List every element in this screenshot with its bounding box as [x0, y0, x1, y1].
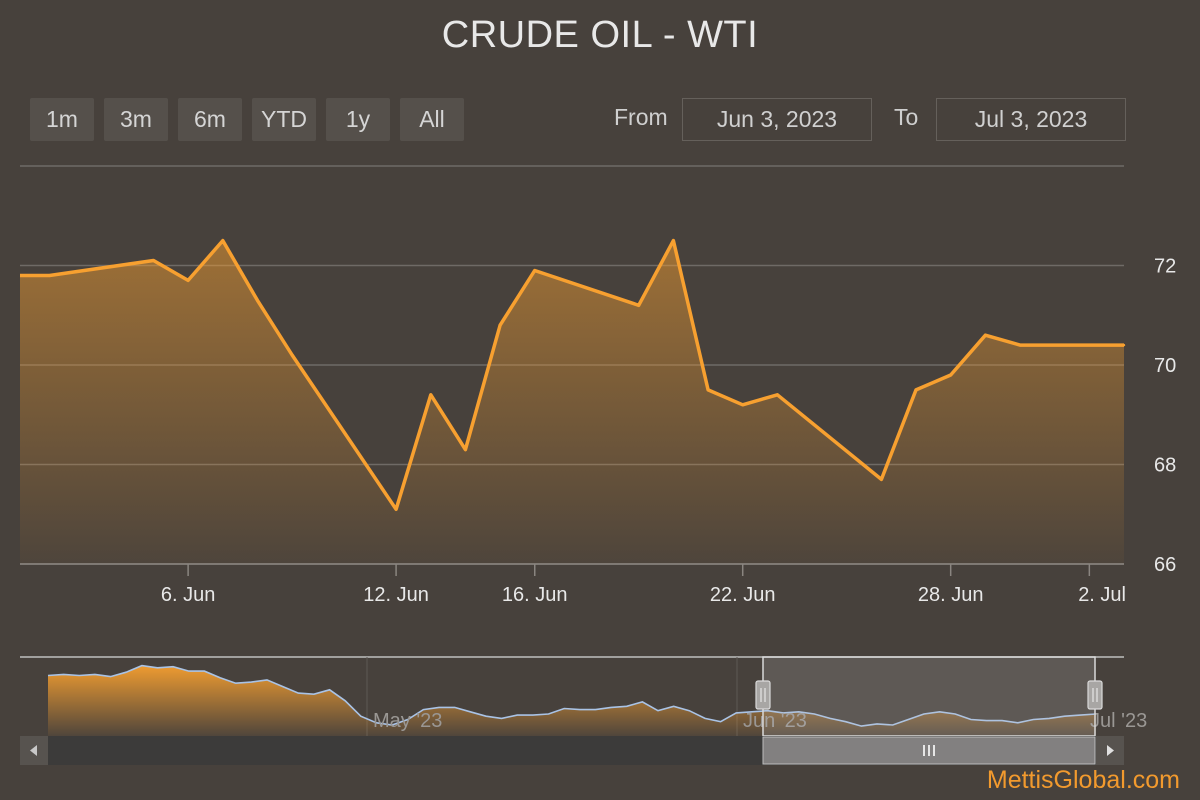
data-point[interactable]: [1122, 343, 1126, 347]
data-point[interactable]: [256, 299, 259, 302]
credits-link[interactable]: MettisGlobal.com: [986, 766, 1180, 794]
arrow-left-icon: [30, 745, 37, 756]
range-button-all[interactable]: All: [400, 98, 464, 141]
x-tick-label: 12. Jun: [363, 584, 429, 606]
range-button-3m[interactable]: 3m: [104, 98, 168, 141]
navigator-tick-label: May '23: [373, 710, 442, 732]
x-tick-label: 22. Jun: [710, 584, 776, 606]
y-tick-label: 70: [1154, 355, 1176, 377]
arrow-right-icon: [1107, 745, 1114, 756]
data-point[interactable]: [776, 393, 779, 396]
data-point[interactable]: [1018, 343, 1022, 347]
series-area: [20, 240, 1124, 564]
range-button-1y[interactable]: 1y: [326, 98, 390, 141]
x-tick-label: 2. Jul: [1078, 584, 1126, 606]
data-point[interactable]: [48, 274, 51, 277]
data-point[interactable]: [498, 324, 502, 327]
data-point[interactable]: [880, 478, 883, 481]
from-label: From: [614, 104, 668, 130]
navigator-area: [48, 665, 1096, 736]
data-point[interactable]: [290, 353, 294, 357]
y-tick-label: 68: [1154, 455, 1176, 477]
data-point[interactable]: [221, 239, 224, 242]
to-label: To: [894, 104, 919, 130]
range-button-ytd[interactable]: YTD: [252, 98, 316, 141]
x-tick-label: 6. Jun: [161, 584, 215, 606]
navigator-line: [47, 664, 1097, 727]
data-point[interactable]: [672, 239, 675, 242]
data-point[interactable]: [741, 403, 744, 406]
y-tick-label: 66: [1154, 554, 1176, 576]
data-point[interactable]: [429, 393, 432, 396]
to-date-input[interactable]: Jul 3, 2023: [936, 98, 1126, 141]
range-button-1m[interactable]: 1m: [30, 98, 94, 141]
data-point[interactable]: [949, 373, 952, 377]
navigator-tick-label: Jun '23: [743, 710, 807, 732]
navigator-tick-label: Jul '23: [1090, 710, 1147, 732]
data-point[interactable]: [706, 388, 710, 392]
range-button-6m[interactable]: 6m: [178, 98, 242, 141]
x-tick-label: 28. Jun: [918, 584, 984, 606]
chart-title: CRUDE OIL - WTI: [441, 14, 759, 56]
navigator-handle-left[interactable]: [755, 680, 771, 710]
data-point[interactable]: [984, 334, 987, 337]
data-point[interactable]: [186, 279, 190, 282]
data-point[interactable]: [637, 304, 640, 307]
data-point[interactable]: [152, 259, 155, 262]
price-chart[interactable]: 66 68 70 72 6. Jun 12. Jun 16. Jun 22. Jun 28. …: [0, 0, 1200, 620]
data-point[interactable]: [533, 269, 536, 272]
navigator-handle-right[interactable]: [1087, 680, 1103, 710]
data-point[interactable]: [464, 448, 467, 451]
from-date-input[interactable]: Jun 3, 2023: [682, 98, 872, 141]
x-tick-label: 16. Jun: [502, 584, 568, 606]
navigator-selection[interactable]: [762, 656, 1096, 737]
data-point[interactable]: [394, 508, 398, 511]
data-point[interactable]: [914, 388, 918, 392]
y-tick-label: 72: [1154, 256, 1176, 278]
